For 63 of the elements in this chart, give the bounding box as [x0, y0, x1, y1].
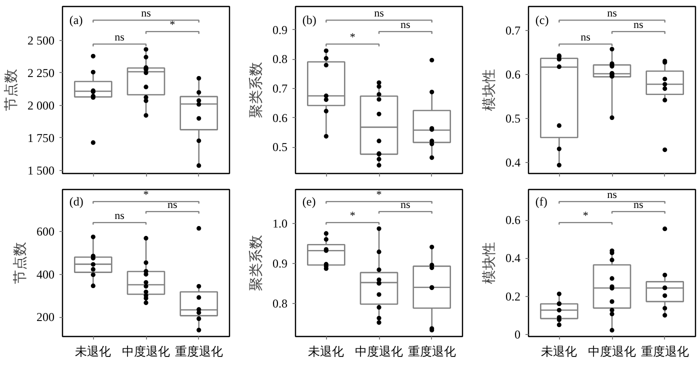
y-tick-label: 200	[36, 310, 54, 324]
y-axis-title: 聚类系数	[248, 62, 264, 118]
annotation: ns	[634, 19, 644, 32]
annotation: (f)	[535, 194, 548, 209]
y-tick-label: 2 000	[28, 98, 54, 112]
x-tick-label: 未退化	[541, 344, 578, 358]
y-tick-label: 0.4	[506, 156, 520, 170]
y-tick-label: 0.5	[506, 112, 520, 126]
y-tick-label: 0.8	[272, 52, 288, 66]
y-tick-label: 400	[36, 267, 54, 282]
y-axis-title: 节点数	[4, 69, 20, 111]
y-tick-label: 0.9	[272, 22, 288, 37]
annotation: *	[582, 210, 588, 222]
y-tick-label: 1 750	[28, 130, 54, 145]
x-tick-label: 未退化	[308, 344, 344, 358]
annotation: ns	[114, 210, 124, 222]
y-tick-label: 0.7	[272, 82, 288, 96]
y-tick-label: 1.0	[272, 216, 288, 230]
y-tick-label: 1 500	[28, 163, 54, 178]
annotation: *	[376, 189, 382, 202]
annotation: (c)	[535, 13, 549, 28]
y-tick-label: 0.8	[272, 296, 288, 310]
x-tick-label: 重度退化	[174, 344, 223, 358]
x-tick-label: 中度退化	[122, 344, 170, 358]
annotation: *	[170, 19, 176, 32]
annotation: ns	[114, 32, 124, 44]
x-tick-label: 重度退化	[640, 344, 689, 358]
annotation: ns	[580, 32, 590, 44]
annotation: *	[143, 189, 149, 202]
annotation: ns	[607, 8, 617, 20]
annotation: (b)	[302, 13, 316, 28]
y-axis-title: 聚类系数	[248, 235, 264, 291]
y-tick-label: 0.2	[506, 289, 520, 304]
annotation: *	[350, 32, 356, 44]
y-axis-title: 模块性	[482, 69, 498, 111]
y-tick-label: 0.6	[272, 110, 288, 125]
y-tick-label: 2 500	[28, 33, 54, 48]
y-tick-label: 0.7	[506, 24, 520, 38]
y-tick-label: 600	[36, 224, 54, 238]
y-tick-label: 0.4	[506, 251, 520, 266]
y-axis-title: 模块性	[482, 242, 498, 284]
x-tick-label: 未退化	[75, 344, 112, 358]
y-tick-label: 0.6	[506, 68, 520, 82]
annotation: (a)	[69, 13, 83, 28]
y-axis-title: 节点数	[12, 242, 28, 284]
y-tick-label: 2 250	[28, 66, 54, 80]
annotation: ns	[607, 189, 617, 202]
y-tick-label: 0.6	[506, 213, 520, 228]
annotation: *	[350, 210, 356, 222]
annotation: (d)	[69, 194, 84, 209]
annotation: ns	[168, 199, 178, 212]
x-tick-label: 中度退化	[355, 344, 403, 358]
annotation: ns	[400, 19, 410, 32]
x-tick-label: 中度退化	[588, 344, 636, 358]
x-tick-label: 重度退化	[408, 344, 456, 358]
y-tick-label: 0.9	[272, 256, 288, 270]
annotation: ns	[141, 8, 151, 20]
annotation: ns	[400, 199, 410, 212]
annotation: (e)	[302, 194, 316, 209]
y-tick-label: 0	[514, 328, 520, 342]
annotation: ns	[374, 8, 384, 20]
y-tick-label: 0.5	[272, 140, 288, 154]
annotation: ns	[634, 199, 644, 212]
